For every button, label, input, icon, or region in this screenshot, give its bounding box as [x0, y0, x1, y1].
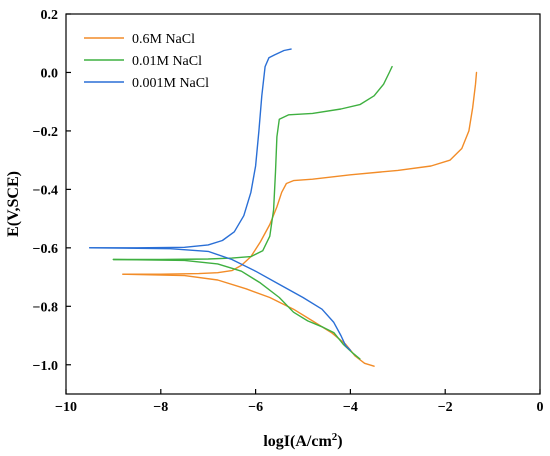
- y-tick-label: 0.2: [41, 8, 59, 23]
- legend-label-0: 0.6M NaCl: [132, 32, 195, 47]
- series-layer: [89, 48, 478, 367]
- y-tick-labels: 0.2 0.0 −0.2 −0.4 −0.6 −0.8 −1.0: [33, 8, 58, 374]
- series-line-1: [112, 65, 393, 261]
- series-line-0: [122, 71, 478, 275]
- x-axis-title-sup: 2: [332, 431, 338, 443]
- x-tick-label: −6: [248, 400, 263, 415]
- x-axis-title: logI(A/cm2): [263, 431, 342, 450]
- legend-label-1: 0.01M NaCl: [132, 54, 202, 69]
- plot-frame: [65, 13, 541, 395]
- series-line-4: [112, 258, 361, 360]
- y-tick-label: −0.4: [33, 183, 58, 198]
- legend: 0.6M NaCl 0.01M NaCl 0.001M NaCl: [84, 32, 209, 91]
- axis-ticks: [65, 13, 541, 394]
- x-tick-label: −4: [343, 400, 358, 415]
- x-axis-title-end: ): [337, 433, 342, 450]
- x-axis-title-main: logI(A/cm: [263, 433, 332, 450]
- x-tick-label: −10: [55, 400, 77, 415]
- series-line-2: [89, 48, 292, 249]
- y-tick-label: −0.8: [33, 300, 58, 315]
- y-tick-label: −1.0: [33, 359, 58, 374]
- y-tick-label: 0.0: [41, 66, 59, 81]
- x-tick-labels: −10 −8 −6 −4 −2 0: [55, 400, 543, 415]
- x-tick-label: 0: [537, 400, 544, 415]
- series-line-5: [89, 247, 352, 351]
- legend-label-2: 0.001M NaCl: [132, 76, 209, 91]
- y-tick-label: −0.2: [33, 125, 58, 140]
- x-tick-label: −2: [438, 400, 453, 415]
- y-axis-title: E(V,SCE): [5, 171, 22, 237]
- x-tick-label: −8: [153, 400, 168, 415]
- y-tick-label: −0.6: [33, 242, 58, 257]
- series-line-3: [122, 273, 375, 367]
